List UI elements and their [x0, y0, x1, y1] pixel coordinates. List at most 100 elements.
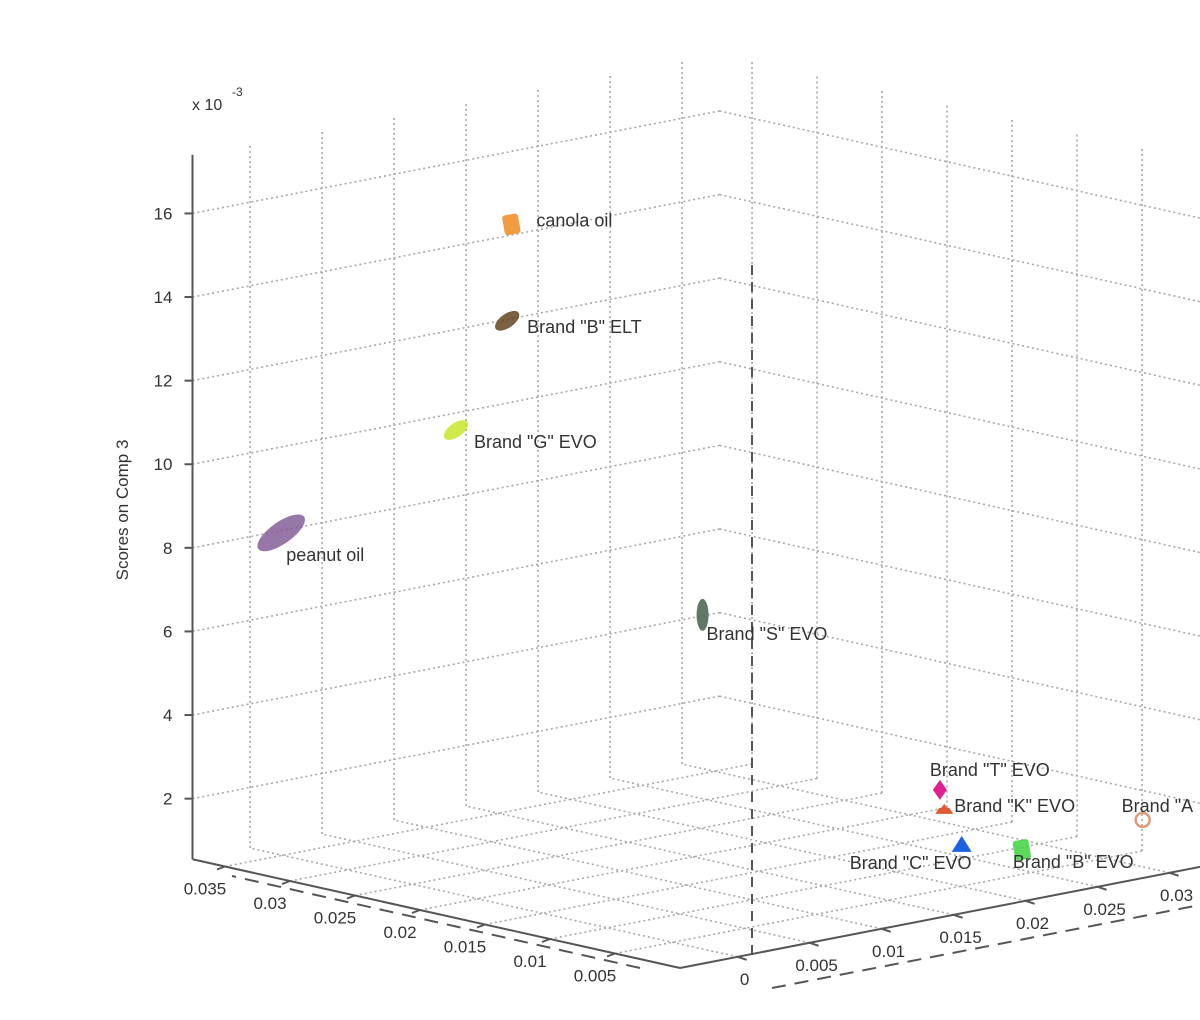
data-point: canola oil: [502, 210, 612, 236]
data-point: Brand "C" EVO: [850, 835, 972, 873]
x-tick-mark: [411, 909, 421, 914]
y-axis-dashed-line: [771, 904, 1200, 989]
y-tick-mark: [809, 941, 819, 947]
marker-hat: [935, 803, 954, 814]
y-axis-line: [679, 865, 1200, 969]
marker-square: [502, 213, 521, 236]
y-tick-label: 0.015: [939, 928, 982, 947]
grid-line-wall-right: [719, 695, 1200, 805]
grid-line-floor: [224, 763, 753, 868]
grid-line-floor: [681, 763, 1170, 874]
grid-line-wall-left: [192, 360, 720, 466]
grid-line-floor: [549, 835, 1078, 940]
grid-line-wall-right: [719, 360, 1200, 470]
grid-line-wall-left: [192, 611, 720, 716]
point-label: Brand "K" EVO: [954, 796, 1075, 816]
z-tick-label: 14: [154, 288, 173, 307]
y-tick-label: 0.03: [1160, 886, 1193, 905]
z-exponent-base: x 10: [192, 97, 222, 114]
y-tick-mark: [1097, 885, 1107, 891]
x-tick-label: 0.025: [314, 909, 357, 928]
marker-diamond: [932, 779, 947, 800]
marker-ellipse: [257, 514, 305, 552]
x-axis-dashed-line: [231, 875, 641, 969]
grid-line-wall-right: [719, 444, 1200, 554]
grid-line-wall-right: [719, 277, 1200, 387]
grid-line-floor: [289, 777, 818, 882]
data-point: Brand "G" EVO: [443, 420, 597, 452]
grid-line-floor: [537, 791, 1026, 902]
x-tick-label: 0.035: [184, 880, 227, 899]
axes: [184, 154, 1200, 989]
grid-line-wall-right: [719, 528, 1200, 637]
marker-triangle: [951, 835, 972, 852]
grid-line-wall-right: [719, 193, 1200, 303]
grid-line-floor: [484, 821, 1013, 926]
y-tick-label: 0: [740, 970, 749, 989]
grid-line-floor: [465, 805, 954, 916]
x-tick-label: 0.01: [513, 952, 546, 971]
tick-labels: 2 4 6 8 10 12 14 16 0.035 0.03 0.025 0.02 0.015 0.01 0…: [154, 204, 1194, 988]
marker-ellipse-v: [696, 598, 709, 631]
grid-line-floor: [249, 847, 738, 958]
x-tick-mark: [541, 938, 551, 943]
data-point: peanut oil: [257, 514, 364, 565]
point-label: Brand "C" EVO: [850, 853, 972, 873]
data-point: Brand "B" ELT: [495, 310, 642, 337]
x-tick-mark: [606, 952, 616, 958]
grid-line-wall-left: [192, 193, 720, 298]
y-tick-mark: [1169, 871, 1179, 877]
grid: [192, 59, 1200, 958]
x-axis-line: [192, 858, 681, 969]
x-tick-mark: [476, 923, 486, 929]
y-tick-label: 0.02: [1016, 914, 1049, 933]
marker-ellipse: [443, 420, 469, 440]
marker-open-circle: [1134, 811, 1151, 829]
point-label: Brand "B" EVO: [1013, 852, 1134, 872]
point-label: Brand "T" EVO: [930, 760, 1050, 780]
z-tick-label: 16: [154, 204, 173, 223]
y-tick-mark: [1025, 899, 1035, 905]
x-tick-mark: [216, 865, 226, 871]
marker-square: [1012, 839, 1031, 861]
grid-line-floor: [393, 819, 882, 930]
data-point: Brand "A: [1122, 796, 1193, 829]
x-tick-label: 0.015: [444, 938, 487, 957]
y-tick-label: 0.025: [1083, 900, 1126, 919]
x-tick-label: 0.03: [253, 894, 286, 913]
x-tick-mark: [281, 880, 291, 885]
z-axis-label: Scores on Comp 3: [113, 440, 132, 581]
data-point: Brand "S" EVO: [696, 598, 828, 644]
z-tick-label: 4: [163, 706, 172, 725]
grid-line-floor: [354, 792, 883, 897]
point-label: peanut oil: [286, 545, 364, 565]
marker-ellipse: [495, 310, 520, 331]
point-label: Brand "S" EVO: [707, 624, 828, 644]
data-point: Brand "T" EVO: [930, 760, 1050, 800]
data-point: Brand "K" EVO: [935, 796, 1075, 816]
z-tick-label: 2: [163, 790, 172, 809]
x-tick-label: 0.005: [574, 967, 617, 986]
point-label: canola oil: [536, 210, 612, 230]
grid-line-wall-right: [719, 611, 1200, 721]
data-point: Brand "B" EVO: [1012, 839, 1134, 872]
y-tick-mark: [881, 927, 891, 933]
y-tick-mark: [953, 913, 963, 919]
z-exponent-power: -3: [232, 85, 243, 99]
y-tick-mark: [737, 955, 747, 961]
data-points: canola oil Brand "B" ELT Brand "G" EVO pean…: [257, 210, 1193, 873]
z-tick-label: 10: [154, 455, 173, 474]
y-tick-label: 0.005: [795, 956, 838, 975]
x-tick-label: 0.02: [383, 923, 416, 942]
z-tick-label: 6: [163, 622, 172, 641]
y-tick-label: 0.01: [872, 942, 905, 961]
point-label: Brand "B" ELT: [527, 317, 642, 337]
grid-line-wall-left: [192, 110, 720, 215]
grid-line-wall-right: [719, 110, 1200, 219]
z-tick-label: 8: [163, 539, 172, 558]
x-tick-mark: [346, 894, 356, 900]
point-label: Brand "A: [1122, 796, 1193, 816]
grid-line-floor: [321, 833, 810, 944]
z-tick-label: 12: [154, 372, 173, 391]
